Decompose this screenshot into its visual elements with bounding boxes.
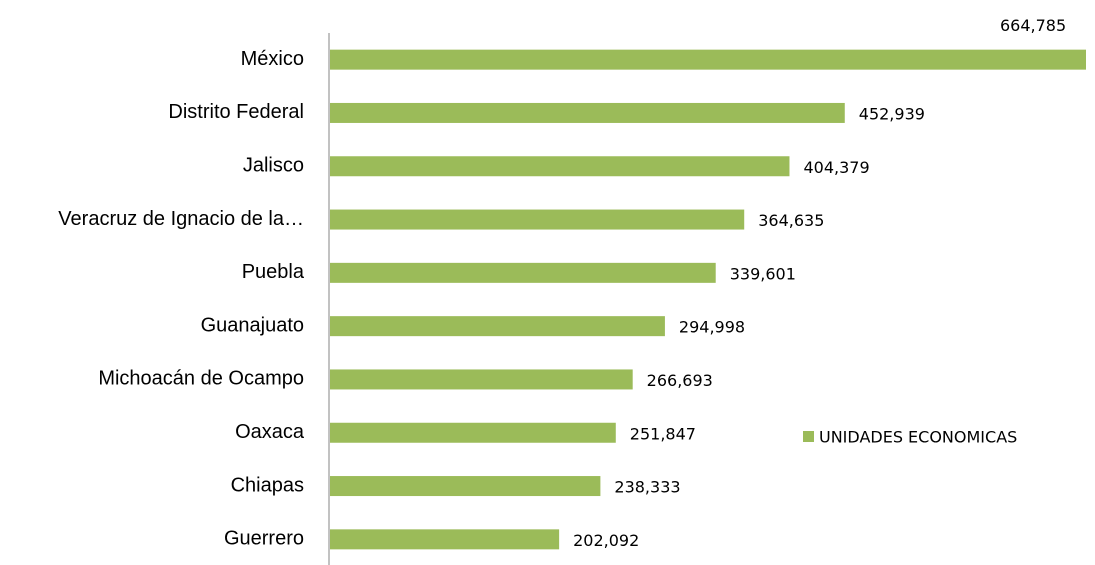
- legend-swatch: [803, 431, 814, 442]
- bar: [330, 529, 560, 550]
- y-tick-label: Puebla: [242, 261, 305, 283]
- data-label: 364,635: [758, 211, 824, 230]
- bar: [330, 476, 601, 497]
- y-tick-label: Jalisco: [243, 155, 304, 177]
- data-label: 266,693: [647, 371, 713, 390]
- data-label: 404,379: [803, 158, 869, 177]
- data-label: 452,939: [859, 104, 925, 123]
- bar: [330, 209, 745, 230]
- y-tick-label: Veracruz de Ignacio de la…: [58, 208, 304, 230]
- bar: [330, 316, 665, 337]
- y-tick-label: Guerrero: [224, 528, 304, 550]
- data-label: 664,785: [1000, 16, 1066, 35]
- bar: [330, 369, 633, 390]
- data-label: 294,998: [679, 318, 745, 337]
- data-label: 251,847: [630, 424, 696, 443]
- y-tick-label: Distrito Federal: [168, 101, 304, 123]
- y-tick-label: Guanajuato: [201, 314, 304, 336]
- y-tick-label: México: [241, 48, 304, 70]
- y-tick-label: Oaxaca: [235, 421, 305, 443]
- bar: [330, 102, 845, 123]
- bar: [330, 422, 616, 443]
- legend-label: UNIDADES ECONOMICAS: [819, 428, 1017, 447]
- bar: [330, 49, 1086, 70]
- data-label: 339,601: [730, 264, 796, 283]
- data-label: 202,092: [573, 531, 639, 550]
- y-tick-label: Michoacán de Ocampo: [98, 368, 304, 390]
- bar: [330, 262, 716, 283]
- bar: [330, 156, 790, 177]
- y-tick-label: Chiapas: [231, 474, 304, 496]
- data-label: 238,333: [614, 478, 680, 497]
